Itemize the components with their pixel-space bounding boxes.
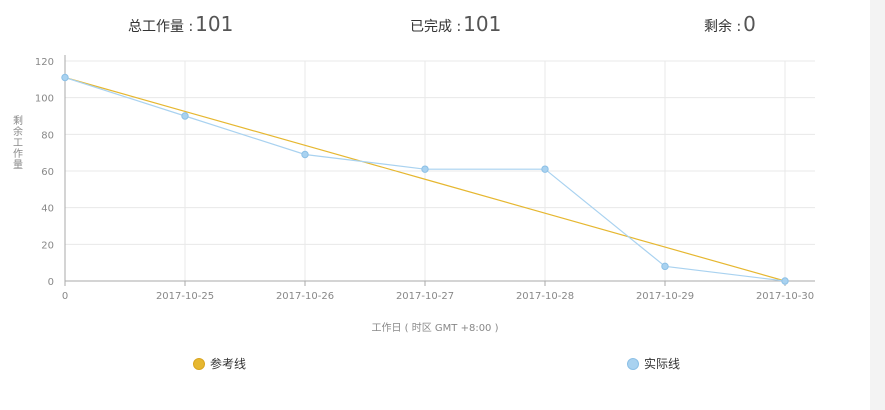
x-tick-label: 2017-10-30	[756, 291, 814, 302]
actual-point	[181, 112, 189, 120]
legend-reference-label: 参考线	[210, 357, 247, 371]
legend-actual-marker-icon	[627, 357, 639, 370]
stat-done-label: 已完成 :	[410, 19, 462, 35]
x-axis-title: 工作日 ( 时区 GMT +8:00 )	[371, 322, 498, 334]
x-tick-label: 2017-10-29	[636, 291, 694, 302]
stat-total-value: 101	[195, 12, 234, 36]
y-tick-label: 20	[41, 240, 54, 251]
legend-item-reference[interactable]: 参考线	[193, 355, 246, 372]
y-tick-label: 100	[35, 94, 54, 105]
actual-point	[541, 165, 549, 173]
stat-total-label: 总工作量 :	[128, 19, 194, 35]
y-axis-title: 剩余工作量	[13, 114, 23, 171]
x-tick-label: 2017-10-28	[516, 291, 574, 302]
actual-point	[301, 150, 309, 159]
y-tick-label: 40	[41, 204, 54, 215]
stat-remain: 剩余 : 0	[704, 12, 756, 42]
x-tick-label: 0	[62, 291, 68, 302]
page-gutter	[870, 0, 885, 410]
stat-remain-label: 剩余 :	[704, 19, 742, 35]
legend-item-actual[interactable]: 实际线	[627, 355, 680, 372]
x-tick-label: 2017-10-26	[276, 291, 334, 302]
x-tick-label: 2017-10-27	[396, 291, 454, 302]
stat-done-value: 101	[463, 12, 502, 36]
y-tick-label: 80	[41, 130, 54, 141]
stat-remain-value: 0	[743, 12, 756, 36]
x-tick-label: 2017-10-25	[156, 291, 214, 302]
actual-point	[781, 277, 789, 285]
legend-reference-marker-icon	[193, 357, 205, 370]
actual-point	[421, 165, 429, 173]
legend-actual-label: 实际线	[644, 357, 681, 371]
stat-done: 已完成 : 101	[410, 12, 501, 42]
y-tick-label: 0	[48, 277, 54, 288]
actual-point	[661, 262, 669, 271]
burndown-chart: 0 20 40 60 80 100 120 0 2017-10-25 2017-10-26 2017…	[13, 55, 815, 334]
actual-point	[61, 73, 69, 82]
y-tick-label: 60	[41, 167, 54, 178]
stat-total: 总工作量 : 101	[128, 12, 233, 42]
y-tick-label: 120	[35, 57, 54, 68]
reference-line	[64, 76, 786, 282]
